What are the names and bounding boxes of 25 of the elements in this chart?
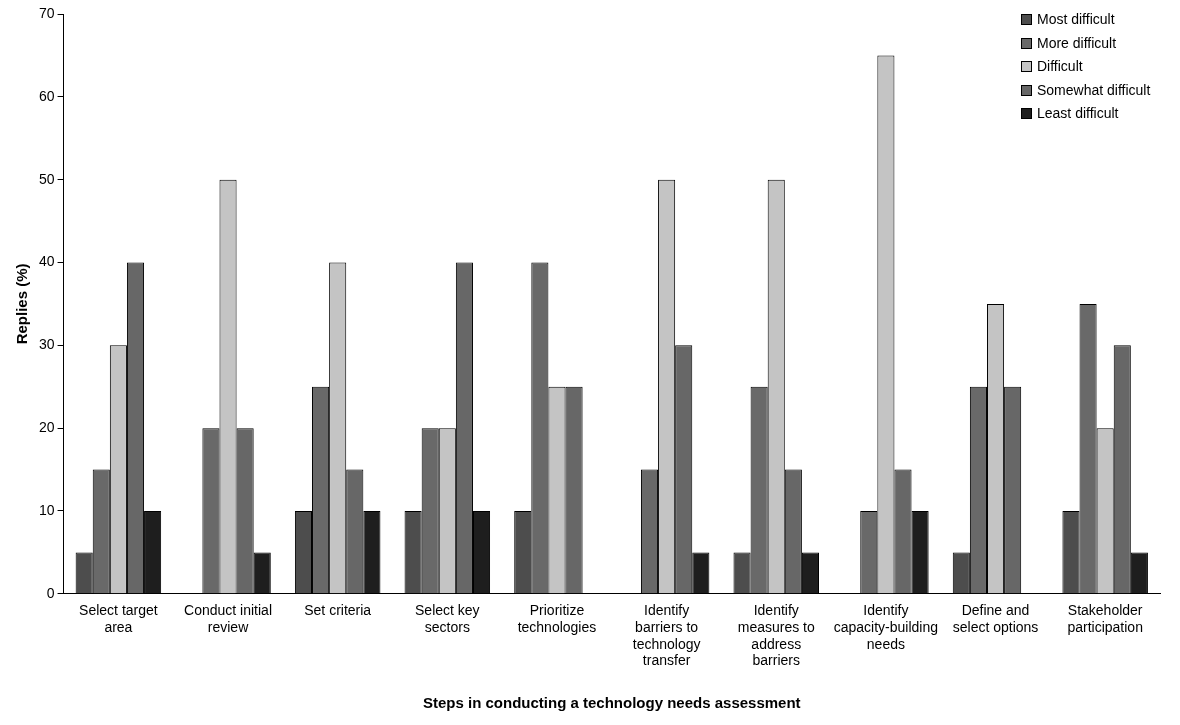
- legend-label: Most difficult: [1037, 10, 1115, 29]
- y-tick-label: 30: [38, 336, 55, 353]
- x-tick-label: Stakeholder participation: [1067, 602, 1143, 635]
- y-tick-label: 20: [38, 419, 55, 435]
- y-tick-label: 40: [38, 253, 55, 270]
- y-tick-label: 70: [38, 4, 55, 21]
- legend-label: Difficult: [1037, 57, 1083, 76]
- legend-label: Somewhat difficult: [1037, 80, 1151, 100]
- x-tick-label: Define and select options: [952, 602, 1039, 635]
- x-tick-label: Conduct initial review: [184, 602, 273, 635]
- x-tick-label: Identify measures to address barriers: [737, 602, 815, 669]
- y-tick-label: 10: [38, 501, 55, 518]
- x-axis-title: Steps in conducting a technology needs assessment: [422, 694, 801, 712]
- y-tick-label: 0: [46, 584, 55, 601]
- x-tick-label: Prioritize technologies: [517, 602, 597, 635]
- legend-label: More difficult: [1037, 33, 1117, 53]
- x-tick-label: Select key sectors: [415, 602, 480, 635]
- x-tick-label: Identify capacity-building needs: [833, 602, 939, 652]
- y-tick-label: 60: [38, 87, 55, 104]
- x-tick-label: Identify barriers to technology transfer: [632, 602, 701, 669]
- y-axis-title: Replies (%): [13, 263, 31, 345]
- x-tick-label: Select target area: [79, 602, 158, 635]
- y-tick-label: 50: [38, 170, 55, 187]
- x-tick-label: Set criteria: [304, 602, 372, 619]
- legend-label: Least difficult: [1037, 104, 1119, 123]
